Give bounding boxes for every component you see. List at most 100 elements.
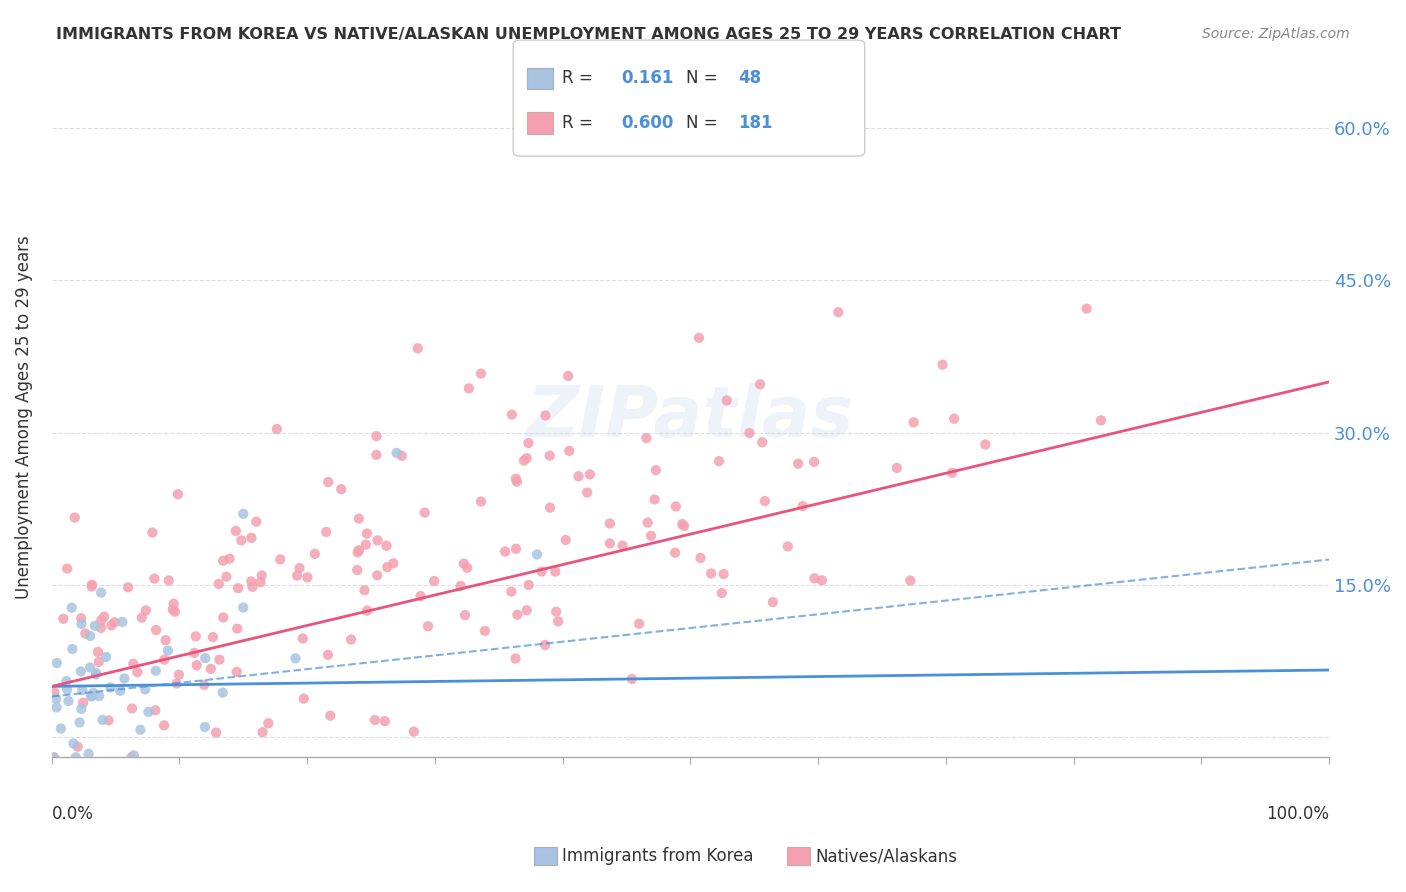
Point bbox=[135, 603, 157, 617]
Text: N =: N = bbox=[686, 114, 723, 132]
Point bbox=[644, 492, 666, 507]
Point bbox=[534, 409, 557, 423]
Point bbox=[374, 714, 396, 728]
Point bbox=[93, 609, 115, 624]
Point bbox=[52, 612, 75, 626]
Point bbox=[49, 722, 72, 736]
Point bbox=[579, 467, 602, 482]
Point bbox=[90, 614, 112, 628]
Point bbox=[474, 624, 496, 638]
Text: ZIPatlas: ZIPatlas bbox=[527, 383, 853, 452]
Point bbox=[316, 648, 339, 662]
Point bbox=[688, 331, 710, 345]
Point bbox=[60, 600, 83, 615]
Point bbox=[457, 381, 479, 395]
Point bbox=[205, 725, 228, 739]
Point bbox=[82, 686, 104, 700]
Point bbox=[266, 422, 288, 436]
Point bbox=[517, 578, 540, 592]
Point bbox=[762, 595, 785, 609]
Text: 0.600: 0.600 bbox=[621, 114, 673, 132]
Point bbox=[506, 475, 529, 489]
Point bbox=[346, 563, 368, 577]
Point bbox=[252, 725, 274, 739]
Point bbox=[45, 691, 67, 706]
Point bbox=[375, 560, 398, 574]
Point bbox=[291, 632, 314, 646]
Point bbox=[554, 533, 576, 547]
Point bbox=[716, 393, 738, 408]
Point bbox=[200, 662, 222, 676]
Point bbox=[240, 574, 263, 589]
Point bbox=[366, 448, 388, 462]
Point bbox=[80, 690, 103, 704]
Point bbox=[163, 605, 186, 619]
Point bbox=[347, 543, 370, 558]
Point bbox=[121, 701, 143, 715]
Point bbox=[292, 691, 315, 706]
Text: R =: R = bbox=[562, 70, 599, 87]
Point bbox=[599, 516, 621, 531]
Point bbox=[931, 358, 953, 372]
Point bbox=[612, 539, 634, 553]
Point bbox=[122, 748, 145, 763]
Point bbox=[599, 536, 621, 550]
Point bbox=[143, 703, 166, 717]
Point bbox=[1090, 413, 1112, 427]
Point bbox=[516, 451, 538, 466]
Point bbox=[304, 547, 326, 561]
Point bbox=[245, 515, 267, 529]
Text: 181: 181 bbox=[738, 114, 773, 132]
Point bbox=[186, 658, 208, 673]
Point bbox=[506, 607, 529, 622]
Point bbox=[79, 660, 101, 674]
Point bbox=[628, 616, 651, 631]
Point bbox=[201, 630, 224, 644]
Point bbox=[787, 457, 810, 471]
Point bbox=[143, 572, 166, 586]
Point bbox=[513, 453, 536, 467]
Point bbox=[366, 568, 388, 582]
Point bbox=[184, 629, 207, 643]
Point bbox=[423, 574, 446, 588]
Point bbox=[193, 678, 215, 692]
Point bbox=[69, 715, 91, 730]
Point bbox=[87, 689, 110, 703]
Point bbox=[340, 632, 363, 647]
Point bbox=[385, 446, 408, 460]
Point bbox=[353, 583, 375, 598]
Point bbox=[558, 443, 581, 458]
Point bbox=[215, 569, 238, 583]
Point bbox=[194, 720, 217, 734]
Point bbox=[257, 716, 280, 731]
Text: Immigrants from Korea: Immigrants from Korea bbox=[562, 847, 754, 865]
Text: 0.0%: 0.0% bbox=[52, 805, 94, 823]
Point bbox=[122, 657, 145, 671]
Point bbox=[208, 577, 231, 591]
Point bbox=[167, 667, 190, 681]
Point bbox=[347, 511, 370, 525]
Point bbox=[226, 622, 249, 636]
Point bbox=[58, 694, 80, 708]
Point bbox=[636, 431, 658, 445]
Point bbox=[494, 544, 516, 558]
Point bbox=[319, 708, 342, 723]
Point bbox=[194, 651, 217, 665]
Point bbox=[145, 623, 167, 637]
Point bbox=[84, 666, 107, 681]
Point bbox=[134, 682, 156, 697]
Point bbox=[91, 713, 114, 727]
Point bbox=[166, 676, 188, 690]
Point bbox=[56, 682, 79, 697]
Point bbox=[354, 538, 377, 552]
Point bbox=[453, 557, 475, 571]
Point bbox=[557, 368, 579, 383]
Point bbox=[167, 487, 190, 501]
Point bbox=[75, 626, 97, 640]
Point bbox=[90, 585, 112, 599]
Point bbox=[346, 545, 368, 559]
Text: Source: ZipAtlas.com: Source: ZipAtlas.com bbox=[1202, 27, 1350, 41]
Point bbox=[225, 524, 247, 538]
Point bbox=[640, 529, 662, 543]
Point bbox=[898, 574, 921, 588]
